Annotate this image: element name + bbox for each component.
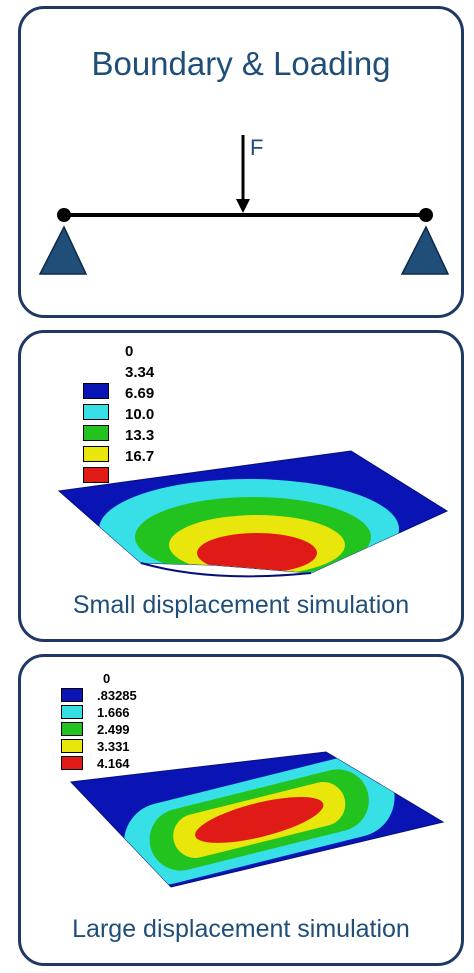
small-displacement-caption: Small displacement simulation bbox=[72, 591, 410, 619]
right-support-triangle bbox=[400, 225, 450, 275]
left-pin bbox=[57, 208, 71, 222]
small-legend-value: 3.34 bbox=[125, 364, 155, 381]
small-displacement-contour-plot bbox=[57, 450, 449, 578]
large-legend-swatch bbox=[61, 688, 83, 702]
large-legend-value: 0 bbox=[103, 671, 111, 686]
small-legend-swatch bbox=[83, 425, 109, 441]
force-arrow-head bbox=[236, 199, 250, 213]
left-support-triangle bbox=[38, 225, 88, 275]
boundary-loading-panel: Boundary & Loading F bbox=[18, 6, 464, 318]
large-legend-value: 2.499 bbox=[97, 722, 130, 737]
small-legend-value: 0 bbox=[125, 343, 134, 360]
boundary-loading-title: Boundary & Loading bbox=[91, 45, 391, 82]
small-plate-sag-edge bbox=[140, 562, 312, 578]
small-displacement-panel: 0 3.34 6.69 10.0 13.3 16.7 Small displac… bbox=[18, 330, 464, 642]
small-legend-swatch bbox=[83, 467, 109, 483]
small-legend-value: 16.7 bbox=[125, 448, 155, 465]
right-pin bbox=[419, 208, 433, 222]
large-legend-swatch bbox=[61, 756, 83, 770]
beam-diagram: F bbox=[38, 135, 450, 275]
large-displacement-contour-plot bbox=[69, 751, 445, 888]
large-displacement-panel: 0 .83285 1.666 2.499 3.331 4.164 Large d… bbox=[18, 654, 464, 966]
small-legend-value: 6.69 bbox=[125, 385, 155, 402]
large-legend-swatch bbox=[61, 739, 83, 753]
small-legend-swatch bbox=[83, 404, 109, 420]
small-legend-swatch bbox=[83, 383, 109, 399]
large-displacement-caption: Large displacement simulation bbox=[72, 915, 410, 943]
large-legend-swatch bbox=[61, 705, 83, 719]
large-legend-swatch bbox=[61, 722, 83, 736]
large-contour-red bbox=[195, 797, 324, 843]
large-legend-value: 1.666 bbox=[97, 705, 130, 720]
small-legend-value: 10.0 bbox=[125, 406, 155, 423]
force-label: F bbox=[250, 135, 263, 160]
small-legend-value: 13.3 bbox=[125, 427, 155, 444]
large-legend-value: 4.164 bbox=[97, 756, 130, 771]
small-legend-swatch bbox=[83, 446, 109, 462]
large-legend-value: 3.331 bbox=[97, 739, 130, 754]
large-legend-value: .83285 bbox=[97, 688, 137, 703]
small-contour-red bbox=[197, 533, 317, 573]
